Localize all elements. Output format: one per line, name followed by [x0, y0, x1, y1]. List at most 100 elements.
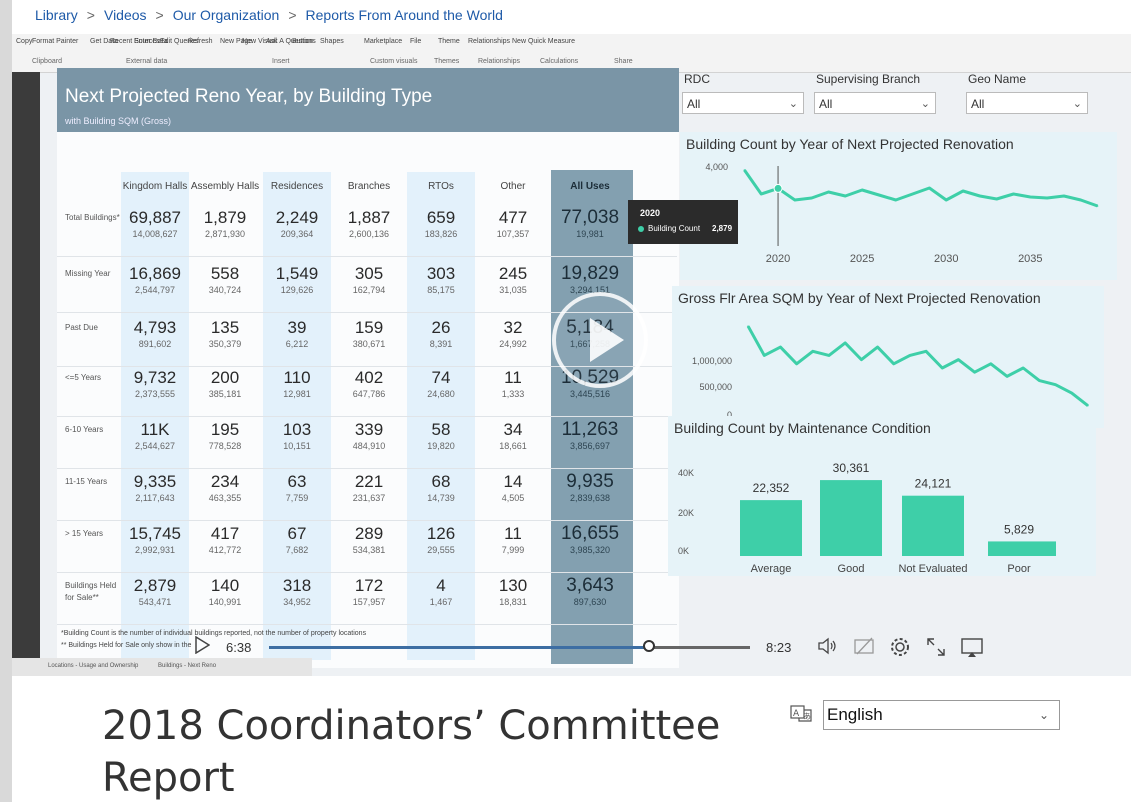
highlighted-point — [773, 183, 783, 193]
table-cell: 16,869 2,544,797 — [119, 264, 191, 296]
ribbon-item[interactable]: New Visual — [242, 38, 277, 45]
data-point — [1096, 205, 1099, 207]
ribbon-item[interactable]: Relationships — [468, 38, 511, 45]
chevron-down-icon: ⌄ — [1038, 708, 1049, 722]
cast-icon[interactable] — [960, 636, 984, 658]
ribbon-group-label: Clipboard — [32, 58, 62, 65]
ribbon-item[interactable]: Marketplace — [364, 38, 403, 45]
y-tick-label: 500,000 — [699, 382, 732, 392]
ribbon-item[interactable]: File — [410, 38, 422, 45]
powerbi-ribbon: Copy Format Painter Get Data Recent Sources… — [12, 34, 1131, 73]
table-cell: 19,829 3,294,151 — [554, 264, 626, 296]
breadcrumb-separator: > — [155, 7, 164, 23]
ribbon-group-label: External data — [126, 58, 168, 65]
cell-sqm: 385,181 — [208, 389, 242, 399]
data-point — [962, 190, 964, 192]
ribbon-item[interactable]: Get Data — [90, 38, 119, 45]
cell-count: 2,249 — [275, 208, 319, 227]
filter-dropdown[interactable]: All ⌄ — [682, 92, 804, 114]
ribbon-item[interactable]: Ask A Question — [266, 38, 314, 45]
building-count-line-chart: 2020 2025 2030 2035 4,000 — [705, 162, 1099, 265]
cell-count: 126 — [426, 524, 456, 543]
ribbon-group-label: Calculations — [540, 58, 579, 65]
table-cell: 318 34,952 — [261, 576, 333, 608]
data-point — [794, 199, 796, 201]
table-cell: 245 31,035 — [477, 264, 549, 296]
ribbon-item[interactable]: Theme — [438, 38, 460, 45]
tooltip-series-dot — [638, 226, 644, 232]
ribbon-item[interactable]: Refresh — [188, 38, 213, 45]
cell-sqm: 34,952 — [283, 597, 311, 607]
ribbon-item[interactable]: Recent Sources — [110, 38, 160, 45]
cell-sqm: 2,992,931 — [134, 545, 176, 555]
ribbon-item[interactable]: Copy — [16, 38, 33, 45]
filter-dropdown[interactable]: All ⌄ — [814, 92, 936, 114]
ribbon-item[interactable]: Buttons — [292, 38, 316, 45]
volume-icon[interactable] — [816, 636, 840, 658]
category-label: Poor — [1007, 563, 1031, 575]
table-cell: 234 463,355 — [189, 472, 261, 504]
seek-handle[interactable] — [642, 640, 655, 652]
captions-off-icon[interactable] — [852, 636, 876, 658]
cell-count: 3,643 — [566, 575, 614, 596]
settings-gear-icon[interactable] — [888, 636, 912, 658]
cell-sqm: 14,008,627 — [132, 229, 178, 239]
ribbon-item[interactable]: New Quick Measure — [512, 38, 576, 45]
series-line — [743, 169, 1099, 208]
row-label: Total Buildings* — [65, 213, 120, 222]
table-cell: 2,879 543,471 — [119, 576, 191, 608]
play-overlay-button[interactable] — [552, 292, 648, 388]
video-frame: Copy Format Painter Get Data Recent Sources… — [12, 34, 1131, 676]
left-rail — [0, 0, 12, 802]
ribbon-item[interactable]: Enter Data — [134, 38, 168, 45]
data-point — [928, 187, 931, 189]
data-point — [844, 195, 847, 197]
cell-sqm: 2,600,136 — [348, 229, 390, 239]
gross-area-line-panel: Gross Flr Area SQM by Year of Next Proje… — [672, 286, 1104, 428]
column-header: Residences — [270, 181, 324, 192]
fullscreen-icon[interactable] — [924, 636, 948, 658]
data-point — [779, 346, 782, 348]
y-tick-label: 0 — [727, 410, 732, 420]
table-cell: 32 24,992 — [477, 318, 549, 350]
category-label: Average — [751, 563, 792, 575]
row-label: <=5 Years — [65, 373, 102, 382]
breadcrumb-our-organization[interactable]: Our Organization — [172, 7, 280, 23]
play-icon[interactable] — [190, 635, 214, 658]
breadcrumb-videos[interactable]: Videos — [103, 7, 147, 23]
video-player[interactable]: Copy Format Painter Get Data Recent Sources… — [12, 34, 1131, 676]
cell-sqm: 778,528 — [208, 441, 242, 451]
filter-dropdown[interactable]: All ⌄ — [966, 92, 1088, 114]
ribbon-group-label: Custom visuals — [370, 58, 418, 65]
seek-bar[interactable] — [269, 640, 750, 652]
cell-sqm: 29,555 — [427, 545, 455, 555]
x-tick-label: 2030 — [934, 253, 958, 265]
table-cell: 135 350,379 — [189, 318, 261, 350]
cell-sqm: 2,839,638 — [569, 493, 611, 503]
breadcrumb-library[interactable]: Library — [35, 7, 78, 23]
table-cell: 39 6,212 — [261, 318, 333, 350]
language-select[interactable]: English ⌄ — [823, 700, 1060, 730]
cell-count: 305 — [354, 264, 384, 283]
report-header: Next Projected Reno Year, by Building Ty… — [57, 68, 679, 132]
ribbon-item[interactable]: Shapes — [320, 38, 344, 45]
cell-sqm: 129,626 — [280, 285, 314, 295]
cell-sqm: 107,357 — [496, 229, 530, 239]
table-cell: 63 7,759 — [261, 472, 333, 504]
ribbon-item[interactable]: Edit Queries — [160, 38, 199, 45]
cell-count: 9,732 — [133, 368, 177, 387]
current-time: 6:38 — [226, 640, 252, 655]
cell-count: 34 — [503, 420, 523, 439]
video-title: 2018 Coordinators’ Committee Report — [102, 703, 721, 801]
data-point — [979, 195, 981, 197]
ribbon-group-label: Insert — [272, 58, 290, 65]
maintenance-bar-chart: 22,352 Average 30,361 Good 24,121 Not Evaluat… — [678, 461, 1056, 575]
cell-sqm: 543,471 — [138, 597, 172, 607]
data-point — [1029, 196, 1032, 198]
table-cell: 11 7,999 — [477, 524, 549, 556]
breadcrumb-reports[interactable]: Reports From Around the World — [305, 7, 503, 23]
table-cell: 11K 2,544,627 — [119, 420, 191, 452]
ribbon-item[interactable]: Format Painter — [32, 38, 79, 45]
ribbon-item[interactable]: New Page — [220, 38, 253, 45]
table-cell: 305 162,794 — [333, 264, 405, 296]
